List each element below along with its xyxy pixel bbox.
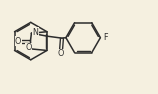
Text: O: O	[58, 49, 64, 58]
Text: F: F	[103, 33, 108, 42]
Text: N: N	[32, 28, 38, 37]
Text: O: O	[15, 37, 21, 46]
Text: O: O	[25, 43, 32, 52]
